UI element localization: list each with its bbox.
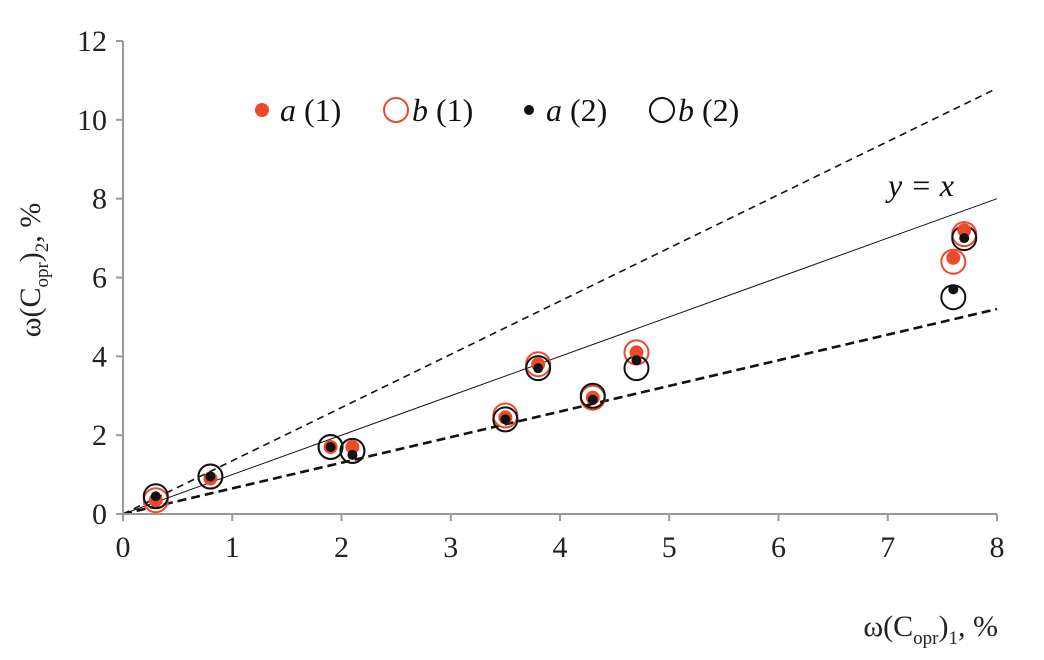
point-a2 [150, 491, 161, 502]
point-b2 [142, 483, 169, 510]
point-b2 [197, 463, 224, 490]
x-axis-label: ω(Copr)1, % [863, 610, 998, 649]
point-b1 [940, 248, 967, 275]
identity-line [122, 198, 998, 515]
point-a2 [500, 414, 511, 425]
legend-letter-b1: b [412, 92, 428, 128]
y-axis-label-unit: , % [14, 203, 47, 243]
point-b2 [317, 433, 344, 460]
x-tick-label: 8 [990, 531, 1005, 564]
y-axis-label-sub: opr [32, 262, 53, 288]
x-tick-label: 3 [443, 531, 458, 564]
y-tick-label: 8 [92, 183, 107, 216]
y-tick-label: 6 [92, 262, 107, 295]
point-a2 [205, 471, 216, 482]
legend-num-a1: (1) [304, 92, 341, 128]
point-b2 [579, 382, 606, 409]
point-a2 [347, 449, 358, 460]
legend-label-a1: a (1) [280, 92, 341, 128]
x-tick-label: 1 [225, 531, 240, 564]
x-tick-label: 0 [116, 531, 131, 564]
x-tick-label: 7 [880, 531, 895, 564]
x-axis-label-main: ω(C [863, 610, 913, 643]
legend-label-b1: b (1) [412, 92, 473, 128]
point-a1 [629, 345, 644, 360]
legend-marker-filled [255, 103, 269, 117]
x-axis-label-sub: opr [913, 628, 939, 649]
legend: a (1) b (1) a (2) b (2) [255, 92, 739, 128]
legend-marker-filled [524, 105, 534, 115]
upper-dashed-line [122, 87, 998, 515]
axes [116, 40, 998, 521]
legend-marker-open [649, 97, 675, 123]
point-a2 [948, 284, 959, 295]
x-tick-label: 2 [334, 531, 349, 564]
x-tick-label: 5 [662, 531, 677, 564]
y-axis-label-close: ) [14, 252, 47, 262]
point-b2 [492, 406, 519, 433]
legend-label-b2: b (2) [678, 92, 739, 128]
y-tick-label: 2 [92, 419, 107, 452]
x-axis-label-close: ) [939, 610, 949, 643]
point-a1 [946, 250, 961, 265]
identity-line-annotation: y = x [885, 167, 954, 203]
legend-entry-b1: b (1) [383, 92, 473, 128]
point-a2 [631, 355, 642, 366]
legend-letter-a2: a [546, 92, 562, 128]
point-a2 [533, 363, 544, 374]
legend-num-a2: (2) [570, 92, 607, 128]
legend-num-b1: (1) [436, 92, 473, 128]
x-axis-label-unit: , % [958, 610, 998, 643]
lower-dashed-line [122, 307, 998, 516]
y-tick-labels: 0 2 4 6 8 10 12 [77, 25, 107, 531]
legend-entry-a2: a (2) [524, 92, 607, 128]
y-tick-label: 0 [92, 498, 107, 531]
x-tick-label: 6 [771, 531, 786, 564]
point-b2 [339, 437, 366, 464]
legend-label-a2: a (2) [546, 92, 607, 128]
point-a2 [959, 233, 970, 244]
data-points [142, 221, 978, 514]
point-a2 [325, 441, 336, 452]
point-b2 [525, 355, 552, 382]
x-axis-label-index: 1 [949, 628, 959, 649]
y-axis-label-main: ω(C [14, 288, 47, 338]
y-tick-label: 10 [77, 104, 107, 137]
point-a1 [345, 439, 360, 454]
legend-marker-open [383, 97, 409, 123]
legend-num-b2: (2) [702, 92, 739, 128]
point-a1 [957, 223, 972, 238]
y-tick-label: 4 [92, 340, 107, 373]
legend-letter-a1: a [280, 92, 296, 128]
y-axis-label: ω(Copr)2, % [14, 203, 53, 338]
legend-letter-b2: b [678, 92, 694, 128]
y-tick-label: 12 [77, 25, 107, 58]
x-tick-labels: 0 1 2 3 4 5 6 7 8 [116, 531, 1005, 564]
legend-entry-a1: a (1) [255, 92, 341, 128]
legend-entry-b2: b (2) [649, 92, 739, 128]
reference-lines [122, 87, 998, 516]
y-axis-label-index: 2 [32, 243, 53, 253]
x-tick-label: 4 [553, 531, 568, 564]
point-a2 [587, 394, 598, 405]
